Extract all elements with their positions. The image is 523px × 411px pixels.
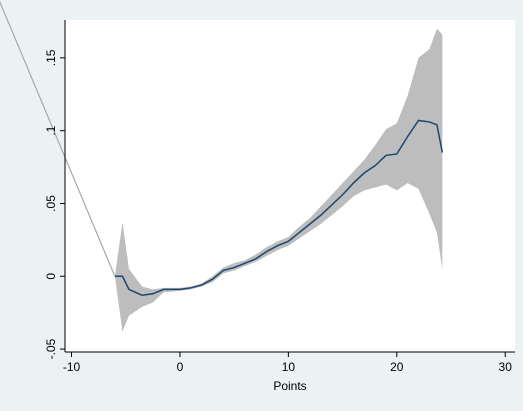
- x-tick-label: 10: [282, 360, 296, 374]
- reference-line: [0, 0, 116, 277]
- y-tick-label: .15: [44, 49, 58, 66]
- x-axis-label: Points: [273, 379, 306, 393]
- y-tick-label: .1: [44, 125, 58, 135]
- y-tick-label: 0: [44, 273, 58, 280]
- y-tick-label: -.05: [44, 338, 58, 359]
- x-tick-label: 30: [499, 360, 513, 374]
- confidence-band: [114, 28, 443, 332]
- x-tick-label: 20: [390, 360, 404, 374]
- x-tick-label: 0: [177, 360, 184, 374]
- series-line: [114, 119, 444, 296]
- y-tick-label: .05: [44, 195, 58, 212]
- x-tick-label: -10: [63, 360, 81, 374]
